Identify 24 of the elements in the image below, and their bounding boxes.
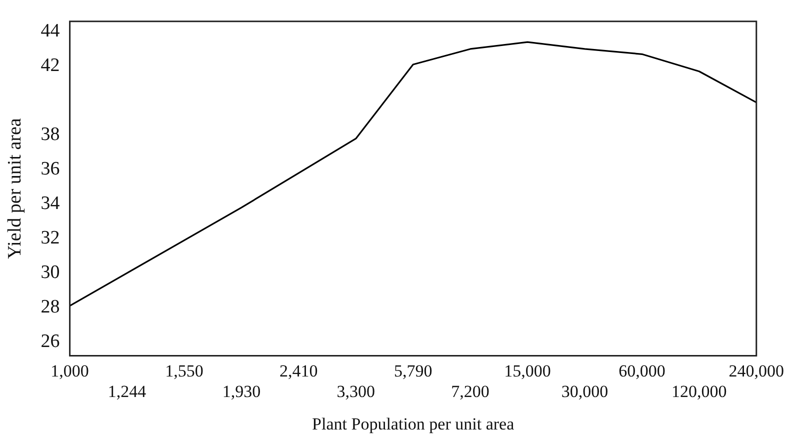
x-tick-label: 5,790 <box>394 361 432 380</box>
y-tick-label: 30 <box>40 262 60 284</box>
y-tick-label: 42 <box>40 55 60 76</box>
x-tick-label: 60,000 <box>618 361 666 380</box>
x-tick-label: 30,000 <box>561 382 608 401</box>
x-tick-label: 15,000 <box>504 361 551 380</box>
x-tick-label: 7,200 <box>451 382 490 401</box>
y-tick-label: 36 <box>40 158 60 180</box>
y-tick-label: 44 <box>40 20 60 42</box>
x-tick-label: 1,930 <box>222 382 261 401</box>
y-tick-label: 32 <box>40 228 60 249</box>
x-tick-label: 1,244 <box>108 382 147 401</box>
x-tick-label: 3,300 <box>336 382 375 401</box>
y-tick-label: 34 <box>40 193 60 214</box>
x-axis-title: Plant Population per unit area <box>312 414 515 434</box>
x-tick-label: 240,000 <box>728 361 784 380</box>
y-tick-label: 26 <box>40 330 60 352</box>
x-tick-label: 1,000 <box>50 361 89 380</box>
y-tick-label: 28 <box>40 296 60 318</box>
x-tick-label: 1,550 <box>165 361 204 380</box>
x-tick-label: 2,410 <box>280 361 318 380</box>
x-tick-label: 120,000 <box>672 382 727 401</box>
y-axis-title: Yield per unit area <box>4 118 26 260</box>
y-tick-label: 38 <box>40 124 60 146</box>
